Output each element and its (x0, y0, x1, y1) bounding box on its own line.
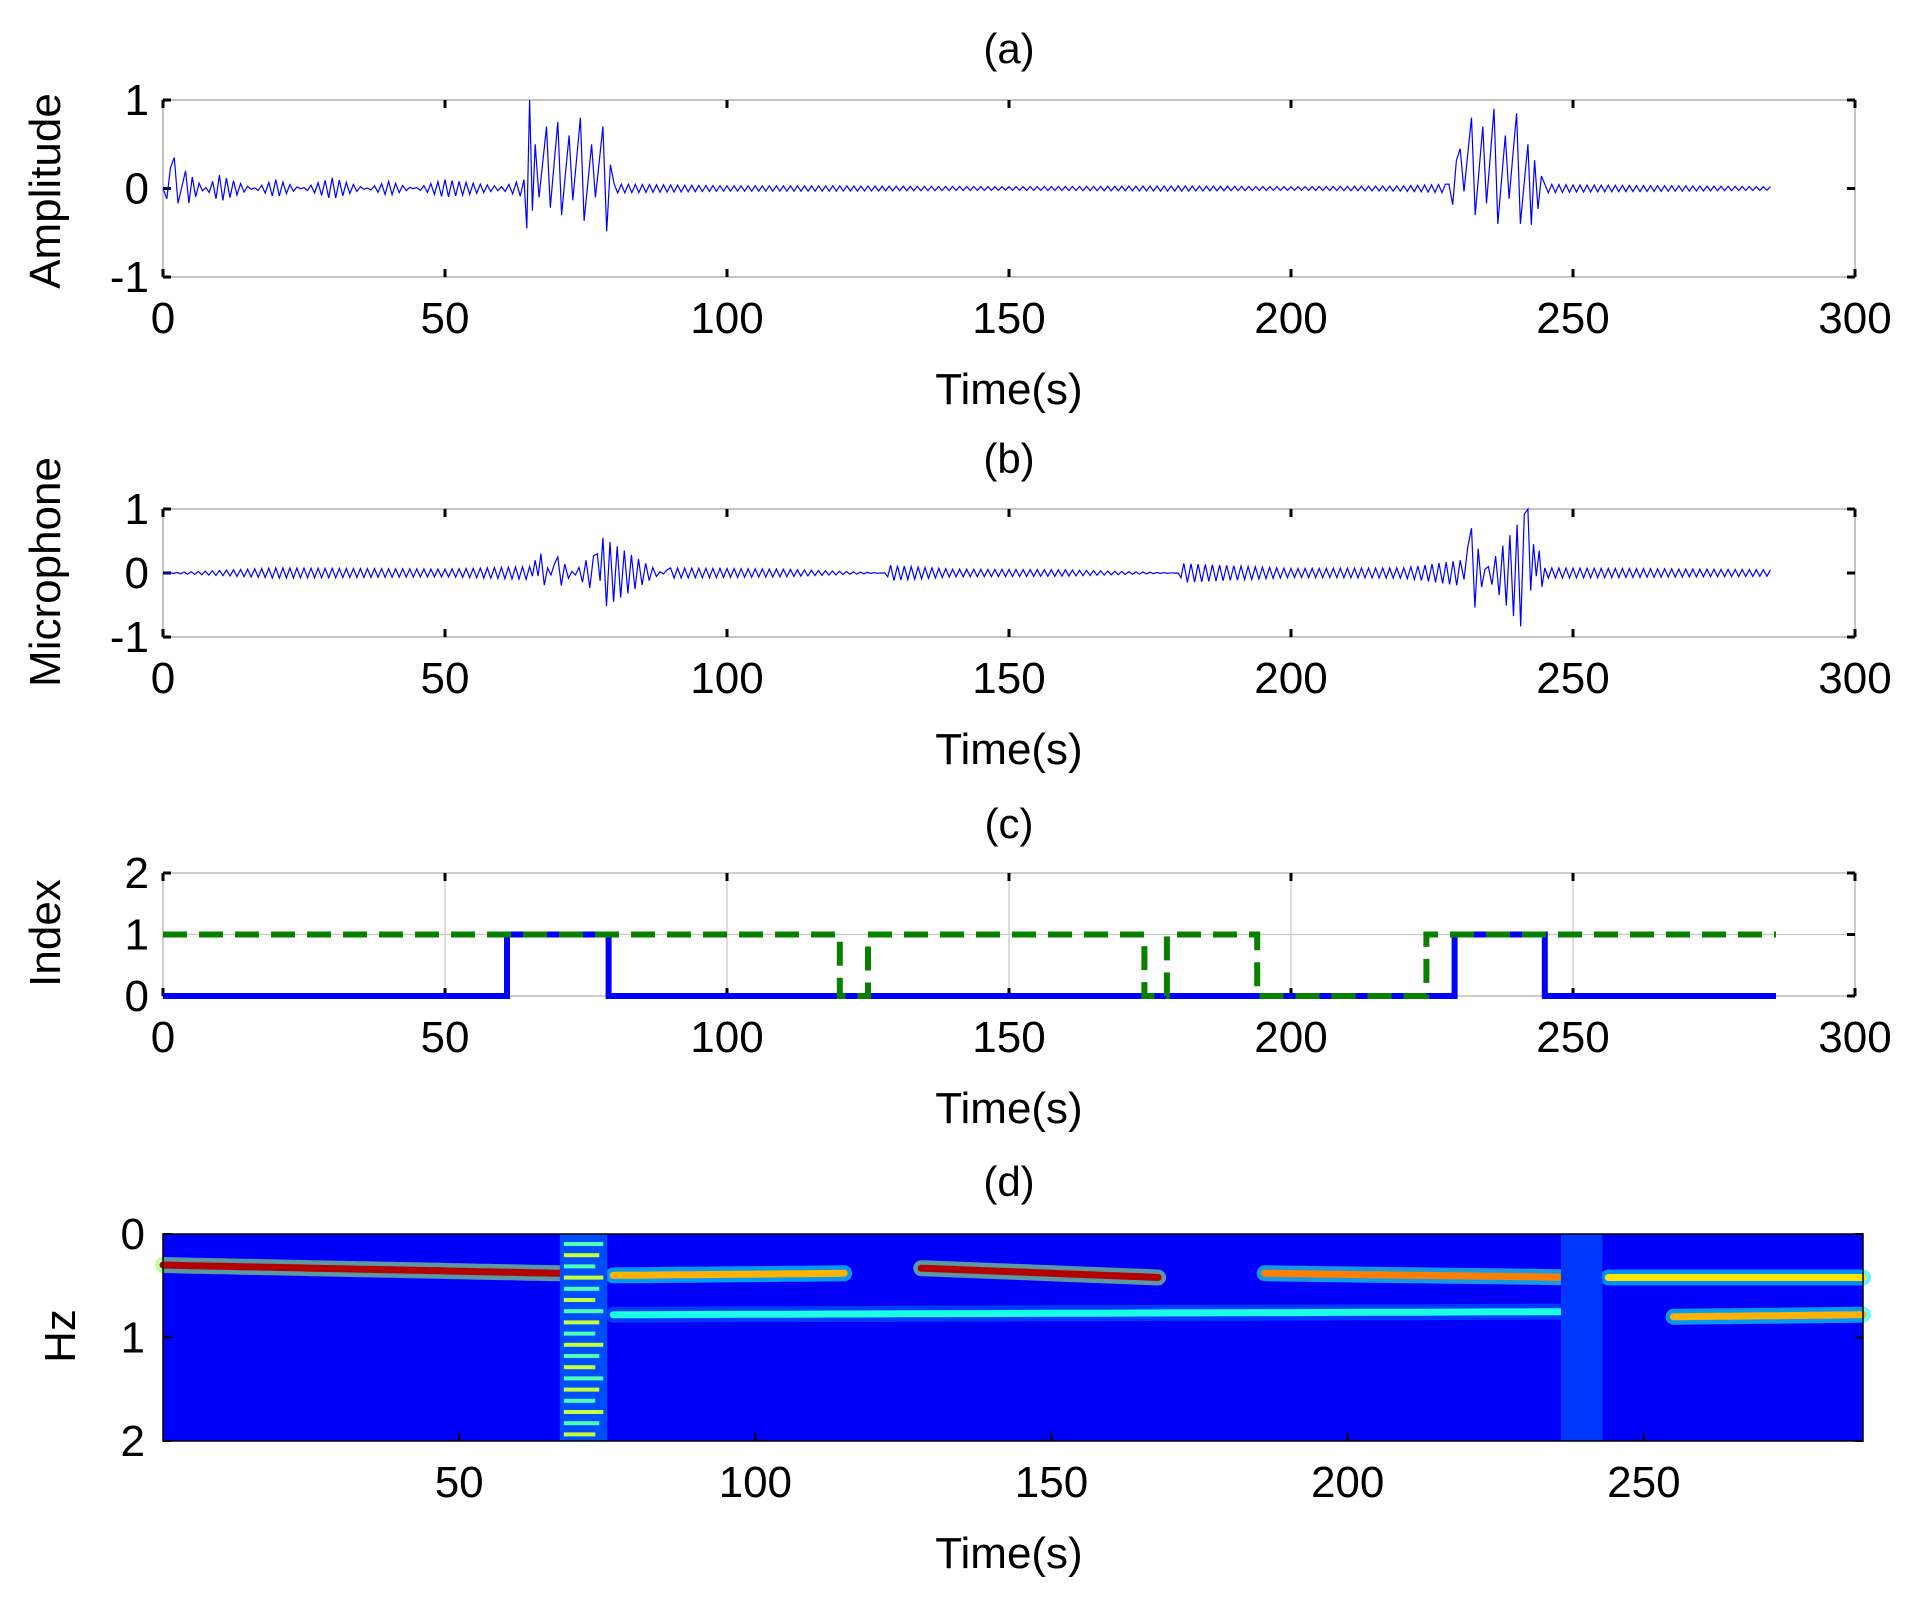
x-tick-label: 100 (690, 654, 763, 703)
panel-c-title: (c) (985, 800, 1034, 847)
heatmap-band-stripe (563, 1354, 600, 1358)
x-tick-label: 50 (421, 654, 470, 703)
panel-b-xlabel: Time(s) (935, 725, 1082, 774)
x-tick-label: 100 (690, 1013, 763, 1062)
heatmap-band-stripe (563, 1398, 596, 1403)
y-tick-label: 1 (125, 911, 149, 960)
x-tick-label: 200 (1311, 1458, 1384, 1507)
panel-d-ylabel: Hz (36, 1309, 85, 1363)
panel-c: (c) Index Time(s) 0 50 100 150 200 250 300 0 1 2 (21, 800, 1892, 1133)
heatmap-ridge (1670, 1311, 1867, 1321)
heatmap-band-stripe (563, 1331, 596, 1336)
heatmap-band-stripe (563, 1365, 596, 1370)
heatmap-band-stripe (563, 1432, 596, 1437)
x-tick-label: 100 (719, 1458, 792, 1507)
panel-c-ylabel: Index (21, 879, 70, 987)
heatmap-ridge (1261, 1269, 1589, 1281)
heatmap-band-stripe (563, 1253, 600, 1258)
y-tick-label: 1 (121, 1314, 145, 1363)
heatmap-band (1560, 1234, 1603, 1441)
x-tick-label: 250 (1536, 654, 1609, 703)
x-tick-label: 250 (1607, 1458, 1680, 1507)
x-tick-label: 200 (1254, 1013, 1327, 1062)
y-tick-label: 0 (125, 972, 149, 1021)
heatmap-band-stripe (563, 1387, 600, 1392)
series-dashed-line (163, 931, 1776, 999)
x-tick-label: 250 (1536, 1013, 1609, 1062)
heatmap-ridge (609, 1269, 848, 1279)
panel-d-xlabel: Time(s) (935, 1529, 1082, 1578)
x-tick-label: 50 (421, 294, 470, 343)
heatmap-ridge (609, 1308, 1589, 1319)
panel-a: (a) Amplitude Time(s) 0 50 100 150 200 250 300… (21, 25, 1892, 414)
y-tick-label: 0 (125, 549, 149, 598)
heatmap-band-stripe (563, 1298, 596, 1302)
heatmap-ridge (917, 1264, 1162, 1281)
series-solid-line (163, 931, 1776, 999)
panel-d: (d) Hz Time(s) 50 100 150 200 250 0 1 2 (36, 1158, 1871, 1578)
heatmap-band-stripe (563, 1320, 600, 1325)
panel-a-title: (a) (983, 25, 1034, 72)
x-tick-label: 300 (1818, 294, 1891, 343)
heatmap-band-stripe (563, 1421, 600, 1426)
x-tick-label: 0 (151, 1013, 175, 1062)
y-tick-label: -1 (110, 253, 149, 302)
x-tick-label: 150 (1015, 1458, 1088, 1507)
panel-a-xlabel: Time(s) (935, 365, 1082, 414)
x-tick-label: 250 (1536, 294, 1609, 343)
x-tick-label: 50 (421, 1013, 470, 1062)
y-tick-label: 2 (125, 849, 149, 898)
plot-frame (162, 508, 1856, 638)
y-tick-label: -1 (110, 613, 149, 662)
heatmap-band-stripe (563, 1376, 604, 1381)
heatmap-band-stripe (563, 1286, 600, 1291)
x-tick-label: 0 (151, 294, 175, 343)
panel-b: (b) Microphone Time(s) 0 50 100 150 200 250 30… (21, 435, 1892, 774)
x-tick-label: 0 (151, 654, 175, 703)
series-waveform (162, 507, 1771, 627)
x-tick-label: 300 (1818, 1013, 1891, 1062)
heatmap-band-stripe (563, 1309, 604, 1314)
heatmap-band-stripe (563, 1275, 604, 1280)
heatmap-ridge (159, 1261, 564, 1277)
series-waveform (162, 99, 1771, 232)
x-tick-label: 50 (435, 1458, 484, 1507)
y-tick-label: 1 (125, 485, 149, 534)
panel-c-xlabel: Time(s) (935, 1084, 1082, 1133)
y-tick-label: 0 (121, 1210, 145, 1259)
panel-b-ylabel: Microphone (21, 457, 70, 687)
y-tick-label: 1 (125, 76, 149, 125)
x-tick-label: 150 (972, 294, 1045, 343)
heatmap-band-stripe (563, 1242, 604, 1246)
x-tick-label: 200 (1254, 294, 1327, 343)
heatmap-band (559, 1234, 608, 1441)
y-tick-label: 2 (121, 1417, 145, 1466)
heatmap-band-stripe (563, 1264, 596, 1269)
heatmap-band-stripe (563, 1342, 604, 1347)
heatmap-band-stripe (563, 1410, 604, 1414)
x-tick-label: 300 (1818, 654, 1891, 703)
panel-d-title: (d) (983, 1158, 1034, 1205)
panel-a-ylabel: Amplitude (21, 93, 70, 289)
y-tick-label: 0 (125, 165, 149, 214)
x-tick-label: 150 (972, 654, 1045, 703)
x-tick-label: 100 (690, 294, 763, 343)
panel-b-title: (b) (983, 435, 1034, 482)
x-tick-label: 200 (1254, 654, 1327, 703)
x-tick-label: 150 (972, 1013, 1045, 1062)
plot-frame (162, 99, 1856, 278)
